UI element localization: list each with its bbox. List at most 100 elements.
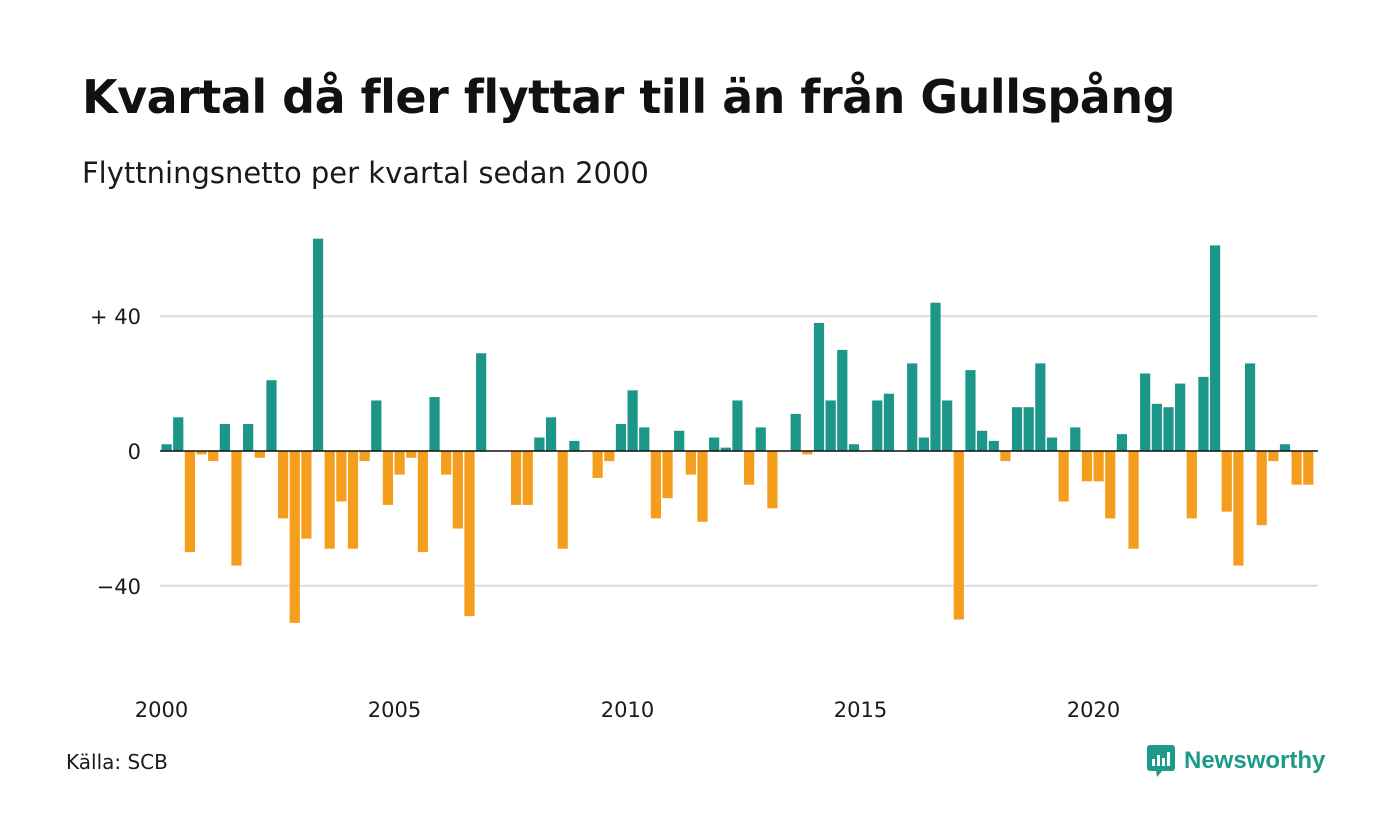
axis-labels: + 40 0 −40 2000 2005 2010 2015 2020: [90, 305, 1120, 722]
bar: [755, 427, 766, 451]
bar: [825, 400, 836, 451]
bar: [545, 417, 557, 451]
bar: [615, 424, 627, 451]
bars: [161, 238, 1314, 623]
source-label: Källa: SCB: [66, 750, 168, 774]
bar: [1081, 451, 1093, 482]
bar: [1151, 403, 1162, 451]
bar: [697, 451, 708, 522]
bar: [1105, 451, 1116, 519]
bar: [429, 397, 440, 451]
bar: [1093, 451, 1104, 482]
bar: [196, 451, 207, 455]
bar: [767, 451, 778, 509]
bar: [604, 451, 615, 462]
chart-subtitle: Flyttningsnetto per kvartal sedan 2000: [82, 156, 649, 190]
bar: [1256, 451, 1267, 526]
chart-title: Kvartal då fler flyttar till än från Gul…: [82, 70, 1176, 124]
bar: [685, 451, 696, 475]
bar: [790, 413, 801, 451]
bar: [266, 380, 277, 451]
bar: [650, 451, 661, 519]
bar: [662, 451, 673, 499]
bar: [1116, 434, 1127, 451]
bar: [1279, 444, 1291, 451]
bar: [1058, 451, 1069, 502]
y-tick-label: −40: [97, 575, 141, 599]
bar: [231, 451, 242, 566]
bar: [312, 238, 324, 451]
bar: [930, 302, 941, 451]
bar: [464, 451, 475, 617]
bar: [592, 451, 603, 478]
bar: [1268, 451, 1279, 462]
bar: [953, 451, 964, 620]
brand-logo[interactable]: Newsworthy: [1146, 744, 1325, 778]
bar: [441, 451, 452, 475]
bar: [301, 451, 312, 539]
bar: [184, 451, 195, 553]
bar: [813, 322, 825, 451]
bar: [1233, 451, 1244, 566]
bar: [1140, 373, 1151, 451]
bar: [709, 437, 720, 451]
brand-name: Newsworthy: [1184, 747, 1326, 774]
x-tick-label: 2015: [834, 698, 887, 722]
bar: [161, 444, 172, 451]
bar: [977, 430, 988, 451]
grid-lines: [160, 315, 1318, 587]
bar: [907, 363, 918, 451]
bar: [837, 349, 848, 451]
bar: [802, 451, 813, 455]
newsworthy-logo-icon: [1147, 745, 1175, 777]
bar: [219, 424, 230, 451]
x-tick-label: 2005: [368, 698, 421, 722]
bar: [382, 451, 394, 505]
bar: [942, 400, 953, 451]
bar: [278, 451, 289, 519]
x-tick-label: 2000: [135, 698, 188, 722]
bar: [347, 451, 359, 549]
bar: [534, 437, 545, 451]
bar: [173, 417, 184, 451]
x-tick-label: 2010: [601, 698, 654, 722]
bar: [324, 451, 335, 549]
bar: [359, 451, 370, 462]
y-tick-label: 0: [128, 440, 141, 464]
bar: [872, 400, 883, 451]
bar: [744, 451, 755, 485]
bar: [511, 451, 522, 505]
bar: [569, 440, 580, 451]
bar: [1011, 407, 1023, 451]
bar: [1198, 376, 1209, 451]
bar: [848, 444, 860, 451]
bar: [557, 451, 568, 549]
bar: [732, 400, 743, 451]
bar: [1244, 363, 1256, 451]
bar-chart: + 40 0 −40 2000 2005 2010 2015 2020: [90, 238, 1318, 722]
bar: [371, 400, 382, 451]
bar: [208, 451, 219, 462]
bar: [1046, 437, 1058, 451]
bar: [243, 424, 254, 451]
bar: [417, 451, 428, 553]
bar: [627, 390, 638, 451]
bar: [988, 440, 999, 451]
bar: [1128, 451, 1139, 549]
bar: [965, 370, 976, 451]
bar: [720, 447, 731, 451]
bar: [1291, 451, 1302, 485]
bar: [1175, 383, 1186, 451]
bar: [452, 451, 463, 529]
bar: [289, 451, 300, 623]
bar: [1221, 451, 1232, 512]
x-tick-label: 2020: [1067, 698, 1120, 722]
bar: [918, 437, 929, 451]
bar: [1303, 451, 1314, 485]
bar: [394, 451, 405, 475]
bar: [639, 427, 650, 451]
bar: [476, 353, 487, 451]
bar: [674, 430, 685, 451]
bar: [406, 451, 417, 458]
bar: [883, 393, 894, 451]
